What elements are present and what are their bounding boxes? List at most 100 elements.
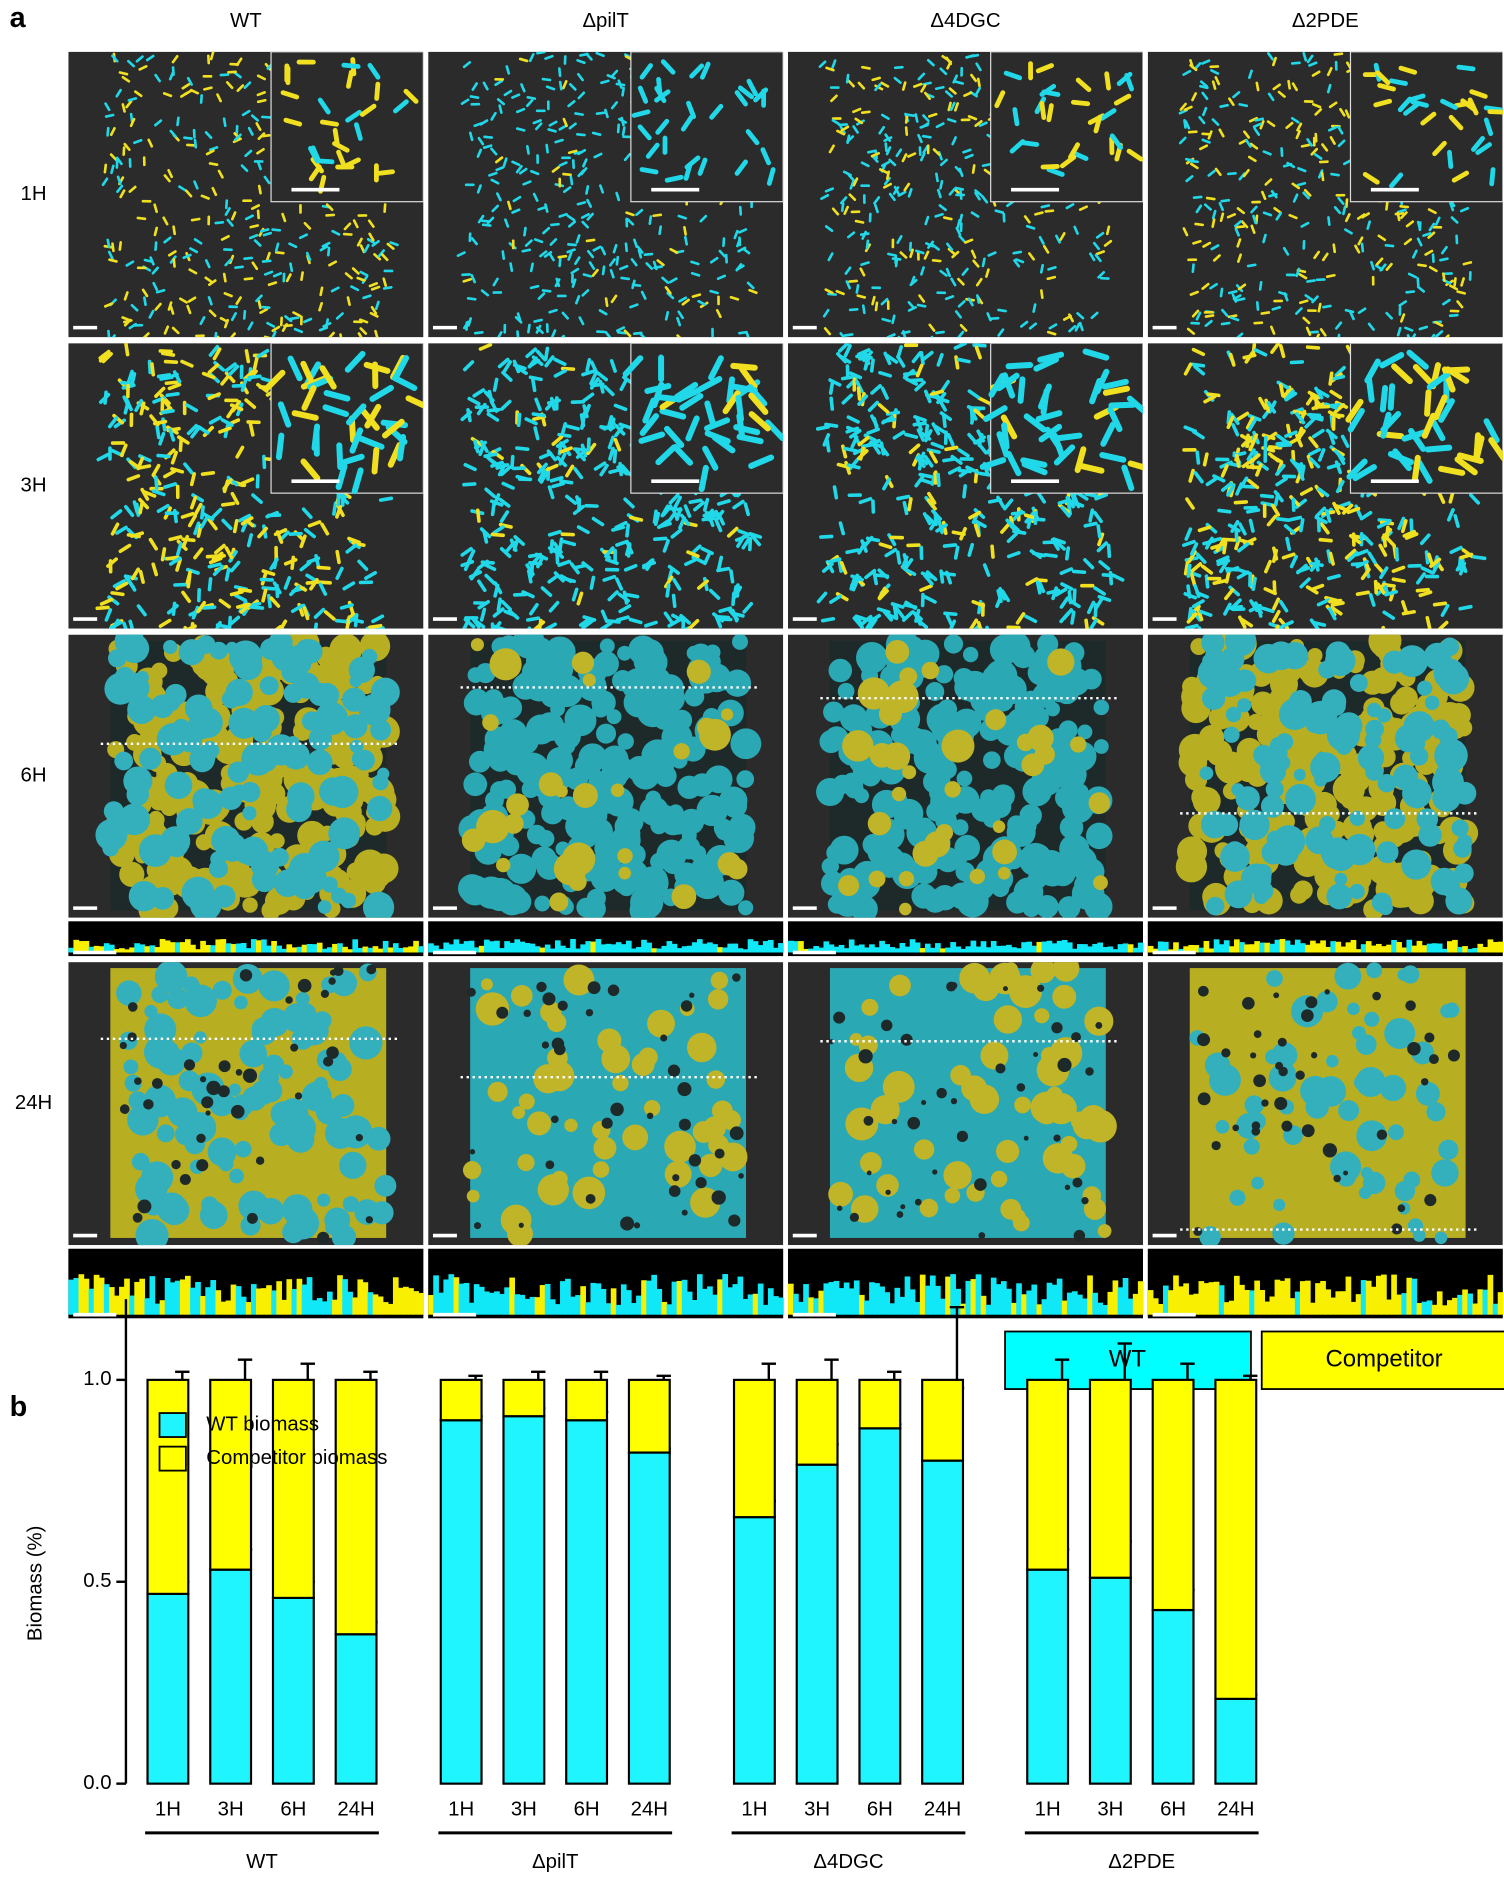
cell	[1286, 161, 1296, 169]
cell	[247, 126, 254, 136]
cross-section-slice	[337, 943, 343, 953]
cell	[902, 371, 918, 377]
cell	[715, 308, 722, 319]
cell	[575, 234, 581, 244]
cross-section-slice	[139, 944, 146, 953]
cell	[149, 414, 160, 427]
cell	[1084, 618, 1089, 629]
cell	[127, 59, 135, 68]
colony	[116, 980, 142, 1006]
cell	[902, 500, 909, 516]
cell	[850, 435, 859, 449]
cross-section-slice	[499, 948, 505, 953]
cell	[896, 494, 911, 501]
cell	[1456, 300, 1464, 309]
cross-section-slice	[225, 943, 232, 953]
cell	[279, 619, 288, 629]
cell	[1403, 238, 1413, 246]
cell	[328, 260, 338, 267]
colony	[556, 796, 581, 821]
cell	[567, 100, 576, 108]
cell	[942, 543, 958, 548]
colony	[837, 682, 855, 700]
cell	[629, 303, 639, 309]
cell	[983, 168, 993, 176]
row-label: 24H	[15, 1092, 52, 1114]
cell	[374, 300, 380, 311]
cell	[877, 403, 890, 414]
cell	[878, 168, 889, 174]
gap	[179, 1173, 191, 1186]
gap	[127, 1032, 137, 1042]
cell	[536, 462, 548, 475]
cell	[136, 216, 147, 221]
cell	[1418, 325, 1429, 331]
colony	[233, 650, 263, 681]
gap	[711, 1190, 726, 1205]
cell	[526, 569, 533, 584]
cell	[736, 237, 742, 248]
cell	[930, 441, 945, 450]
cell	[319, 365, 337, 390]
cell	[1023, 215, 1031, 224]
cell	[604, 546, 615, 559]
cell	[927, 240, 935, 249]
cell	[224, 362, 237, 373]
cell	[275, 583, 280, 599]
cell	[867, 149, 877, 154]
cell	[190, 217, 201, 222]
cross-section-slice	[631, 1303, 637, 1315]
colony	[838, 874, 860, 897]
cross-section-slice	[595, 939, 602, 953]
cell	[639, 167, 659, 175]
cell	[912, 82, 923, 88]
colony	[730, 728, 762, 760]
colony	[982, 666, 1003, 686]
cell	[346, 403, 367, 426]
colony	[604, 858, 621, 875]
colony	[1037, 634, 1059, 655]
cross-section-slice	[256, 940, 262, 953]
cell	[959, 190, 963, 200]
cell	[571, 587, 579, 602]
cell	[1453, 513, 1460, 529]
cell	[920, 571, 935, 580]
colony	[582, 673, 596, 687]
cell	[492, 377, 499, 392]
cell	[547, 573, 560, 584]
colony	[365, 817, 384, 836]
colony	[1065, 845, 1097, 878]
cell	[591, 516, 605, 527]
cross-section-slice	[641, 939, 647, 953]
cell	[680, 114, 694, 132]
cell	[1411, 249, 1418, 259]
colony	[860, 765, 881, 787]
cell	[171, 326, 180, 335]
cell	[1060, 582, 1074, 591]
cell	[962, 484, 968, 499]
gap	[914, 1198, 922, 1206]
cell	[1088, 618, 1098, 629]
cell	[903, 182, 911, 192]
cell	[562, 172, 572, 177]
cell	[944, 295, 955, 301]
cell	[482, 562, 497, 572]
colony	[330, 887, 347, 904]
cross-section-slice	[261, 1288, 267, 1315]
cell	[172, 225, 177, 236]
cross-section-slice	[929, 1275, 936, 1315]
cell	[559, 446, 573, 454]
cross-section-slice	[164, 1277, 171, 1315]
cell	[176, 116, 180, 127]
cell	[890, 602, 905, 609]
cell	[111, 54, 119, 63]
cell	[617, 592, 630, 603]
cell	[261, 586, 276, 591]
colony	[612, 1074, 629, 1092]
cell	[1283, 292, 1289, 302]
cross-section-slice	[914, 942, 921, 953]
cell	[511, 208, 521, 214]
colony	[1074, 874, 1094, 895]
cell	[630, 258, 638, 267]
cross-section-slice	[945, 947, 951, 953]
